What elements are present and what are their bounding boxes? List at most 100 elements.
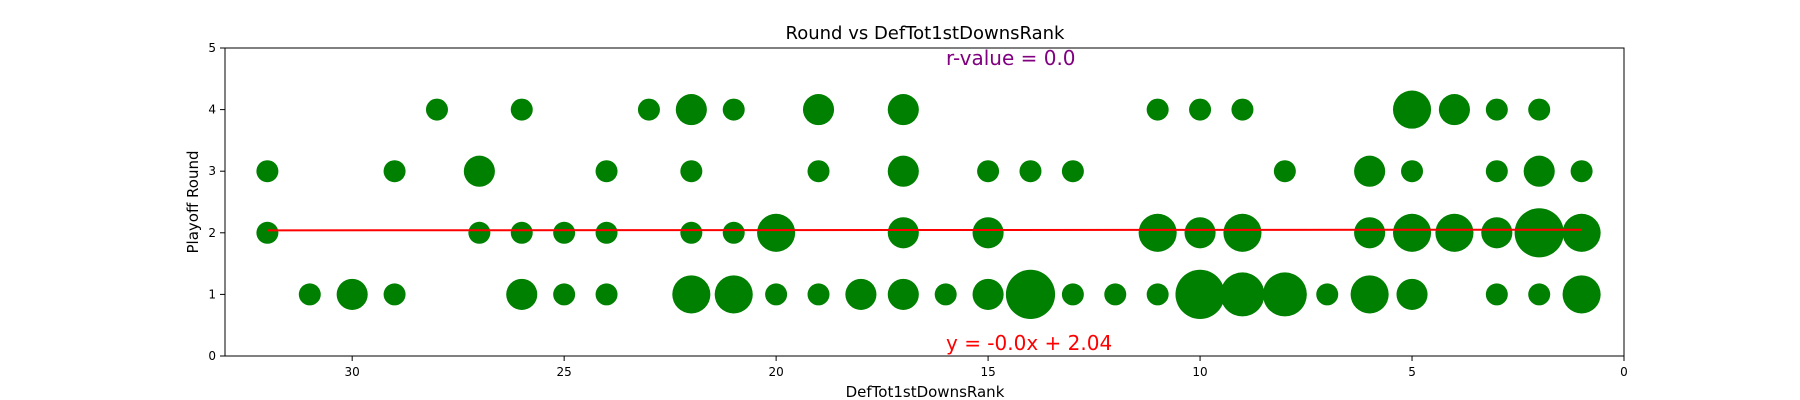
chart-title: Round vs DefTot1stDownsRank <box>786 23 1066 44</box>
scatter-point <box>1019 160 1042 183</box>
scatter-point <box>977 160 1000 183</box>
x-tick-label: 20 <box>768 365 783 379</box>
scatter-point <box>463 155 495 187</box>
regression-layer <box>267 228 1582 232</box>
scatter-point <box>1005 269 1056 319</box>
scatter-point <box>553 221 576 244</box>
scatter-point <box>972 278 1004 310</box>
y-tick-label: 2 <box>208 226 216 240</box>
scatter-point <box>595 283 618 306</box>
scatter-point <box>680 221 703 244</box>
scatter-point <box>1354 155 1386 187</box>
scatter-point <box>1481 217 1513 249</box>
scatter-point <box>887 94 919 126</box>
x-tick-label: 5 <box>1408 365 1416 379</box>
points-layer <box>256 90 1601 319</box>
scatter-point <box>807 160 830 183</box>
y-tick-label: 5 <box>208 41 216 55</box>
scatter-point <box>845 278 877 310</box>
scatter-point <box>510 221 533 244</box>
scatter-point <box>1220 272 1265 317</box>
scatter-point <box>1392 90 1432 129</box>
scatter-point <box>887 217 919 249</box>
scatter-point <box>383 283 406 306</box>
equation-annotation: y = -0.0x + 2.04 <box>946 331 1112 355</box>
scatter-point <box>1435 213 1474 252</box>
scatter-point <box>506 278 538 310</box>
scatter-point <box>675 94 707 126</box>
scatter-point <box>1061 283 1084 306</box>
scatter-point <box>1485 283 1508 306</box>
scatter-point <box>887 155 919 187</box>
plot-frame <box>224 47 1625 357</box>
y-axis-label: Playoff Round <box>184 150 202 253</box>
scatter-point <box>680 160 703 183</box>
x-tick-label: 0 <box>1620 365 1628 379</box>
scatter-point <box>972 217 1004 249</box>
scatter-point <box>887 278 919 310</box>
scatter-point <box>807 283 830 306</box>
y-tick-label: 0 <box>208 349 216 363</box>
scatter-point <box>714 275 753 314</box>
y-tick-label: 1 <box>208 287 216 301</box>
scatter-point <box>1514 208 1564 258</box>
scatter-point <box>298 283 321 306</box>
regression-line <box>267 228 1582 232</box>
scatter-point <box>722 98 745 121</box>
scatter-point <box>553 283 576 306</box>
scatter-point <box>722 221 745 244</box>
scatter-point <box>1354 217 1386 249</box>
x-tick-label: 30 <box>345 365 360 379</box>
scatter-point <box>468 221 491 244</box>
scatter-point <box>757 213 796 252</box>
scatter-point <box>1146 283 1169 306</box>
scatter-point <box>1562 213 1601 252</box>
scatter-point <box>383 160 406 183</box>
scatter-point <box>1350 275 1389 314</box>
scatter-point <box>1485 98 1508 121</box>
y-tick-label: 4 <box>208 103 216 117</box>
y-axis: 0 1 2 3 4 5 <box>208 41 225 363</box>
x-axis: 30 25 20 15 10 5 0 <box>345 356 1628 379</box>
scatter-point <box>256 221 279 244</box>
scatter-point <box>1262 272 1307 317</box>
scatter-point <box>1146 98 1169 121</box>
scatter-point <box>1189 98 1212 121</box>
scatter-point <box>510 98 533 121</box>
scatter-point <box>672 275 711 314</box>
x-axis-label: DefTot1stDownsRank <box>846 383 1005 400</box>
scatter-point <box>765 283 788 306</box>
x-tick-label: 15 <box>980 365 995 379</box>
scatter-point <box>1316 283 1339 306</box>
scatter-point <box>1562 275 1601 314</box>
scatter-point <box>1485 160 1508 183</box>
y-tick-label: 3 <box>208 164 216 178</box>
scatter-point <box>1438 94 1470 126</box>
scatter-point <box>1184 217 1216 249</box>
scatter-point <box>595 221 618 244</box>
scatter-point <box>1396 278 1428 310</box>
scatter-point <box>1175 269 1225 319</box>
scatter-point <box>256 160 279 183</box>
scatter-point <box>1138 213 1177 252</box>
scatter-point <box>1273 160 1296 183</box>
scatter-point <box>1392 213 1432 252</box>
r-value-annotation: r-value = 0.0 <box>946 46 1076 70</box>
scatter-point <box>1528 98 1551 121</box>
scatter-point <box>1570 160 1593 183</box>
scatter-point <box>1223 213 1262 252</box>
scatter-point <box>802 94 835 126</box>
scatter-point <box>934 283 957 306</box>
scatter-point <box>1231 98 1254 121</box>
scatter-point <box>1061 160 1084 183</box>
scatter-point <box>637 98 660 121</box>
x-tick-label: 10 <box>1192 365 1207 379</box>
scatter-point <box>1104 283 1127 306</box>
scatter-point <box>425 98 448 121</box>
x-tick-label: 25 <box>557 365 572 379</box>
scatter-point <box>1523 155 1555 187</box>
scatter-point <box>1528 283 1551 306</box>
scatter-point <box>595 160 618 183</box>
